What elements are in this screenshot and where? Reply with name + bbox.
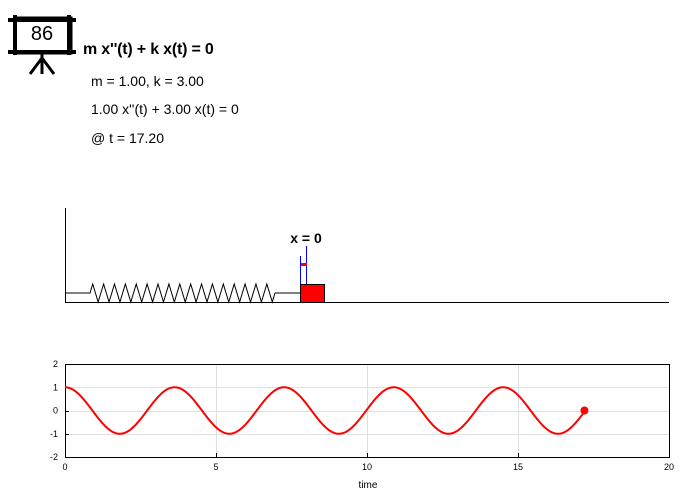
mass-block xyxy=(300,284,325,303)
y-tick-label: 2 xyxy=(53,359,58,369)
current-point xyxy=(580,406,589,415)
time-readout: @ t = 17.20 xyxy=(91,130,164,146)
equation-title: m x''(t) + k x(t) = 0 xyxy=(83,41,214,58)
equation-instance-line: 1.00 x''(t) + 3.00 x(t) = 0 xyxy=(91,101,239,117)
y-tick-label: -1 xyxy=(50,429,58,439)
x-tick-label: 15 xyxy=(513,462,523,472)
spring-coil xyxy=(66,282,300,304)
y-tick-label: -2 xyxy=(50,452,58,462)
x-tick-label: 20 xyxy=(664,462,674,472)
x-axis-label: time xyxy=(359,480,378,491)
x-tick-labels: 0 5 10 15 20 xyxy=(62,462,674,472)
x-tick-label: 5 xyxy=(213,462,218,472)
y-tick-label: 1 xyxy=(53,382,58,392)
presentation-board-icon: 86 xyxy=(8,8,76,78)
y-tick-labels: 2 1 0 -1 -2 xyxy=(50,359,58,462)
spring-mass-scene: x = 0 xyxy=(65,208,669,304)
y-tick-label: 0 xyxy=(53,406,58,416)
displacement-indicator xyxy=(301,263,307,266)
badge-number: 86 xyxy=(30,23,54,45)
equilibrium-label: x = 0 xyxy=(290,230,322,246)
x-tick-label: 0 xyxy=(62,462,67,472)
parameters-line: m = 1.00, k = 3.00 xyxy=(91,73,204,89)
series-line xyxy=(64,386,586,435)
plot-frame xyxy=(65,364,670,458)
x-tick-label: 10 xyxy=(362,462,372,472)
